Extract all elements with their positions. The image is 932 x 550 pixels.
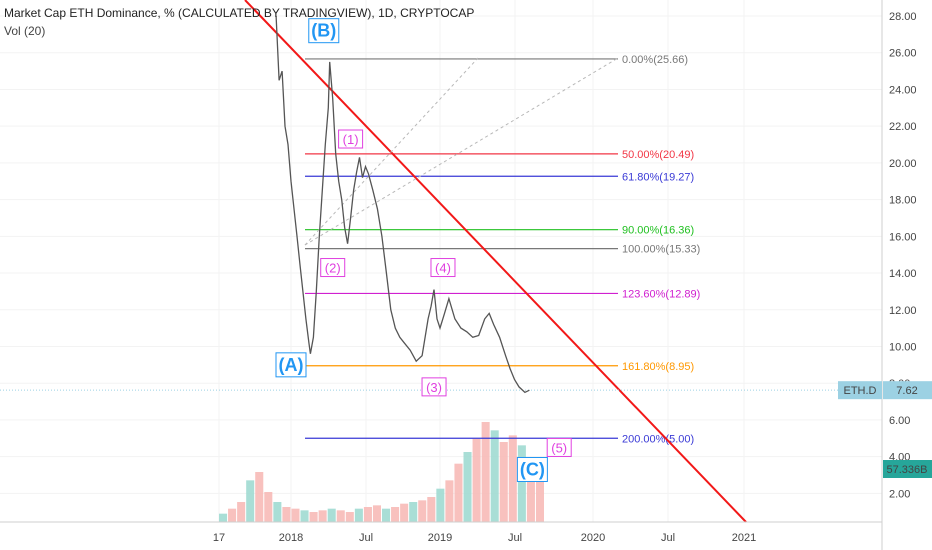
volume-bar [264, 492, 273, 522]
x-tick-label: Jul [661, 532, 675, 544]
volume-bar [436, 488, 445, 522]
fib-levels: 0.00%(25.66) 50.00%(20.49) 61.80%(19.27) 90… [305, 54, 700, 445]
volume-bar [472, 438, 481, 522]
volume-bar [273, 502, 282, 522]
y-tick-label: 12.00 [889, 305, 917, 317]
volume-bar [418, 500, 427, 522]
volume-bar [391, 507, 400, 522]
volume-bar [508, 435, 517, 522]
volume-bar [309, 512, 318, 522]
volume-bar [463, 452, 472, 522]
wave-label-box [430, 258, 456, 278]
volume-bar [535, 473, 544, 522]
volume-bar [282, 507, 291, 522]
price-line [275, 15, 530, 394]
wave-label-box [338, 129, 364, 149]
price-badge-label: 7.62 [896, 385, 917, 397]
x-tick-label: 2021 [732, 532, 756, 544]
wave-label-box [320, 258, 346, 278]
x-tick-label: 2020 [581, 532, 605, 544]
fib-label: 90.00%(16.36) [622, 225, 694, 237]
volume-bar [363, 507, 372, 522]
volume-badge-label: 57.336B [887, 464, 928, 476]
volume-bar [327, 508, 336, 522]
wave-label-box [308, 18, 340, 44]
wave-labels: (A) (B) (C) (1) (2) (3) (4) (5) [275, 18, 572, 482]
volume-bar [318, 510, 327, 522]
symbol-badge-label: ETH.D [844, 385, 877, 397]
wave-label: (C) [520, 459, 545, 479]
y-tick-label: 14.00 [889, 268, 917, 280]
price-badge [883, 381, 932, 400]
fib-label: 161.80%(8.95) [622, 361, 694, 373]
volume-bar [255, 472, 264, 522]
y-tick-label: 26.00 [889, 48, 917, 60]
y-tick-label: 20.00 [889, 158, 917, 170]
fib-label: 200.00%(5.00) [622, 433, 694, 445]
volume-bar [354, 508, 363, 522]
x-tick-label: 2019 [428, 532, 452, 544]
wave-label: (3) [426, 380, 442, 395]
volume-bar [409, 502, 418, 522]
wave-label: (5) [551, 440, 567, 455]
chart-title: Market Cap ETH Dominance, % (CALCULATED … [4, 6, 475, 20]
volume-bar [454, 463, 463, 522]
volume-bar [445, 480, 454, 522]
fib-fan-line [304, 57, 619, 246]
fib-label: 61.80%(19.27) [622, 171, 694, 183]
wave-label: (2) [325, 261, 341, 276]
fib-label: 123.60%(12.89) [622, 288, 700, 300]
symbol-badge [838, 381, 882, 400]
volume-bar [219, 513, 228, 522]
wave-label: (1) [343, 132, 359, 147]
y-tick-label: 22.00 [889, 121, 917, 133]
fib-label: 0.00%(25.66) [622, 54, 688, 66]
volume-indicator-label: Vol (20) [4, 24, 46, 38]
volume-bars [219, 422, 544, 522]
volume-bar [246, 480, 255, 522]
volume-bar [427, 497, 436, 522]
volume-bar [237, 502, 246, 522]
y-tick-label: 10.00 [889, 341, 917, 353]
fib-label: 50.00%(20.49) [622, 149, 694, 161]
wave-label: (A) [279, 355, 304, 375]
fib-fan-line [304, 57, 479, 246]
volume-bar [336, 510, 345, 522]
volume-bar [517, 445, 526, 522]
wave-label-box [516, 456, 548, 482]
x-tick-label: Jul [359, 532, 373, 544]
volume-bar [490, 430, 499, 522]
y-tick-label: 6.00 [889, 415, 910, 427]
wave-label: (4) [435, 261, 451, 276]
x-tick-label: 17 [213, 532, 225, 544]
y-tick-label: 18.00 [889, 195, 917, 207]
y-tick-label: 24.00 [889, 84, 917, 96]
volume-bar [382, 508, 391, 522]
volume-bar [481, 422, 490, 522]
fib-label: 100.00%(15.33) [622, 244, 700, 256]
volume-bar [499, 442, 508, 522]
volume-bar [300, 510, 309, 522]
volume-bar [291, 508, 300, 522]
y-tick-label: 2.00 [889, 488, 910, 500]
volume-bar [228, 508, 237, 522]
y-tick-label: 28.00 [889, 11, 917, 23]
volume-badge [883, 460, 932, 478]
wave-label-box [275, 352, 307, 378]
wave-label: (B) [311, 21, 336, 41]
price-series [275, 15, 530, 394]
x-tick-label: Jul [508, 532, 522, 544]
x-tick-label: 2018 [279, 532, 303, 544]
volume-bar [345, 512, 354, 522]
y-tick-label: 16.00 [889, 231, 917, 243]
volume-bar [526, 458, 535, 522]
volume-bar [372, 505, 381, 522]
volume-bar [400, 503, 409, 522]
price-badges: ETH.D 7.62 57.336B [838, 381, 932, 478]
wave-label-box [546, 437, 572, 457]
wave-label-box [421, 377, 447, 397]
